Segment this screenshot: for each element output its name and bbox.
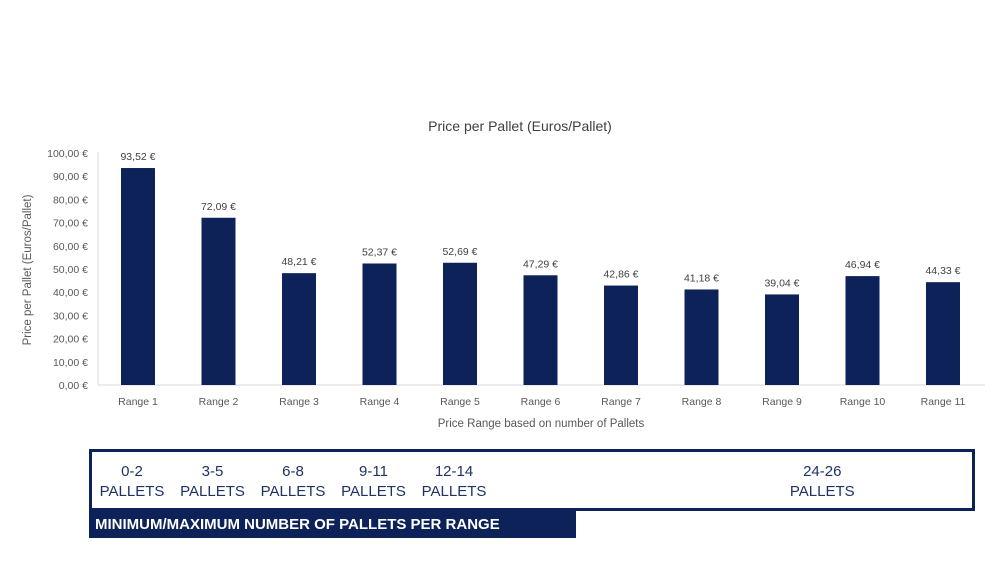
bar: [926, 282, 960, 385]
range-unit: PALLETS: [180, 483, 245, 500]
x-tick-label: Range 1: [118, 396, 158, 408]
bar: [121, 168, 155, 385]
y-tick-label: 0,00 €: [59, 380, 88, 392]
pallet-range: 3-5 PALLETS: [173, 462, 253, 502]
data-label: 41,18 €: [684, 272, 719, 284]
data-label: 47,29 €: [523, 258, 558, 270]
data-label: 46,94 €: [845, 259, 880, 271]
x-tick-label: Range 10: [840, 396, 886, 408]
y-tick-label: 50,00 €: [53, 264, 88, 276]
range-values: 0-2: [121, 463, 143, 480]
bar: [765, 294, 799, 385]
y-tick-label: 20,00 €: [53, 334, 88, 346]
data-label: 52,37 €: [362, 247, 397, 259]
bar: [443, 262, 477, 385]
x-tick-label: Range 8: [682, 396, 722, 408]
data-label: 44,33 €: [925, 265, 960, 277]
x-tick-label: Range 2: [199, 396, 239, 408]
bar: [201, 217, 236, 385]
x-tick-label: Range 9: [762, 396, 802, 408]
range-values: 9-11: [359, 463, 388, 480]
bar: [523, 275, 558, 385]
x-tick-label: Range 11: [921, 396, 966, 408]
y-axis-label: Price per Pallet (Euros/Pallet): [22, 194, 34, 345]
y-tick-label: 10,00 €: [53, 357, 88, 369]
y-tick-label: 90,00 €: [53, 171, 88, 183]
pallet-range: 12-14 PALLETS: [414, 462, 494, 502]
x-tick-label: Range 7: [601, 396, 641, 408]
data-label: 48,21 €: [281, 256, 316, 268]
y-tick-label: 70,00 €: [53, 218, 88, 230]
pallet-ranges-box: 0-2 PALLETS 3-5 PALLETS 6-8 PALLETS 9-11 PALLET…: [89, 449, 975, 511]
range-values: 12-14: [434, 463, 474, 480]
pallet-range: 24-26 PALLETS: [782, 462, 862, 502]
ranges-caption: MINIMUM/MAXIMUM NUMBER OF PALLETS PER RA…: [89, 511, 576, 538]
bar-chart: Price per Pallet (Euros/Pallet) Price pe…: [22, 118, 985, 430]
data-label: 52,69 €: [442, 246, 477, 258]
range-unit: PALLETS: [421, 483, 487, 500]
y-tick-label: 30,00 €: [53, 310, 88, 322]
bar: [282, 273, 316, 385]
y-tick-label: 40,00 €: [53, 287, 88, 299]
data-label: 42,86 €: [603, 269, 638, 281]
range-values: 3-5: [201, 463, 224, 480]
x-tick-label: Range 6: [521, 396, 561, 408]
y-tick-label: 80,00 €: [53, 194, 88, 206]
y-tick-label: 60,00 €: [53, 241, 88, 253]
range-unit: PALLETS: [260, 483, 326, 500]
x-tick-label: Range 5: [440, 396, 480, 408]
pallet-range: 0-2 PALLETS: [92, 462, 172, 502]
range-unit: PALLETS: [341, 483, 406, 500]
y-tick-label: 100,00 €: [47, 148, 88, 160]
x-tick-label: Range 3: [279, 396, 319, 408]
range-unit: PALLETS: [789, 483, 855, 500]
range-values: 24-26: [803, 463, 842, 480]
chart-title: Price per Pallet (Euros/Pallet): [428, 118, 612, 134]
data-label: 72,09 €: [201, 201, 236, 213]
x-tick-label: Range 4: [360, 396, 400, 408]
pallet-range: 9-11 PALLETS: [334, 462, 414, 502]
range-unit: PALLETS: [99, 483, 165, 500]
bar: [604, 285, 638, 385]
bar: [845, 276, 880, 385]
pallet-range: 6-8 PALLETS: [253, 462, 333, 502]
x-axis-label: Price Range based on number of Pallets: [438, 418, 645, 430]
data-label: 93,52 €: [120, 151, 155, 163]
bar: [684, 289, 719, 385]
data-label: 39,04 €: [764, 277, 799, 289]
range-values: 6-8: [282, 463, 304, 480]
bar: [362, 263, 397, 385]
